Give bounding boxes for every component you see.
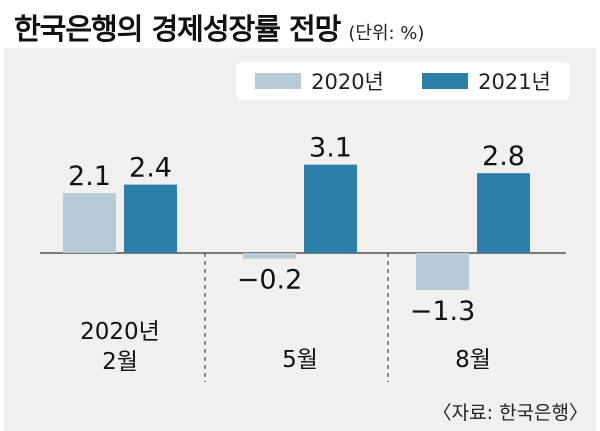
legend-swatch-2020 xyxy=(255,73,302,89)
bar-2020년-2 xyxy=(416,253,469,291)
category-label-0-0: 2020년 xyxy=(80,319,160,345)
category-label-1-0: 5월 xyxy=(282,347,318,373)
value-label-2020년-1: −0.2 xyxy=(237,265,303,296)
unit-label: (단위: %) xyxy=(348,23,425,44)
source-note: 〈자료: 한국은행〉 xyxy=(432,402,588,424)
chart-title: 한국은행의 경제성장률 전망 xyxy=(14,12,341,46)
legend: 2020년 2021년 xyxy=(236,62,570,100)
legend-label-2021: 2021년 xyxy=(478,70,551,94)
value-label-2021년-2: 2.8 xyxy=(482,141,525,172)
bar-2020년-1 xyxy=(243,253,296,259)
legend-item-2020: 2020년 xyxy=(255,66,384,96)
title-row: 한국은행의 경제성장률 전망 (단위: %) xyxy=(14,6,424,48)
bar-2021년-2 xyxy=(477,173,530,253)
bar-2020년-0 xyxy=(63,193,116,253)
category-label-0-1: 2월 xyxy=(102,349,138,375)
category-label-2-0: 8월 xyxy=(455,347,491,373)
bar-2021년-0 xyxy=(124,184,177,253)
legend-item-2021: 2021년 xyxy=(422,66,551,96)
value-label-2020년-0: 2.1 xyxy=(68,161,111,192)
legend-swatch-2021 xyxy=(422,73,469,89)
value-label-2021년-1: 3.1 xyxy=(309,133,352,164)
legend-label-2020: 2020년 xyxy=(311,70,384,94)
bar-2021년-1 xyxy=(304,164,357,253)
value-label-2020년-2: −1.3 xyxy=(410,296,476,327)
value-label-2021년-0: 2.4 xyxy=(129,153,172,184)
